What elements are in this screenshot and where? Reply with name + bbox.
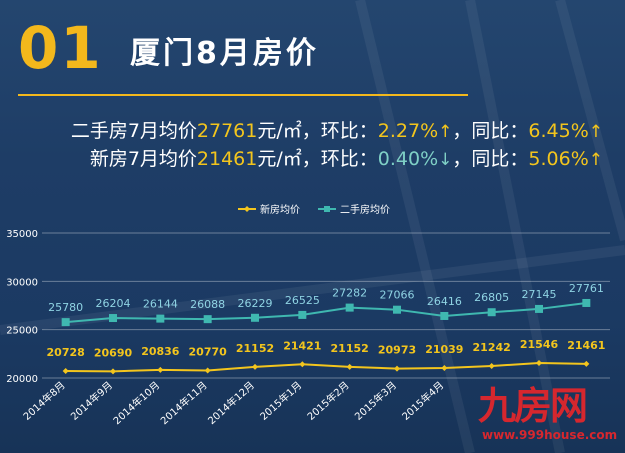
x-tick-label: 2014年8月: [20, 379, 67, 423]
resale-price-point: [109, 314, 117, 323]
new-price-point: [252, 363, 258, 370]
resale-price: 27761: [196, 120, 258, 142]
new-price-point: [536, 360, 542, 367]
resale-price-point: [251, 313, 259, 322]
x-tick-label: 2015年2月: [304, 379, 351, 423]
resale-mom: 2.27%: [377, 120, 439, 142]
legend-label: 二手房均价: [340, 203, 390, 216]
resale-price-data-label: 26525: [285, 294, 320, 307]
y-tick-label: 35000: [6, 229, 38, 240]
watermark: 九房网 www.999house.com: [478, 384, 618, 444]
new-price-data-label: 20690: [94, 346, 133, 359]
resale-price-point: [440, 311, 449, 320]
resale-price-data-label: 26144: [143, 298, 178, 311]
legend-square-marker: [324, 206, 330, 212]
new-yoy-up-arrow-icon: ↑: [588, 150, 603, 170]
new-price-data-label: 21461: [567, 339, 605, 352]
x-tick-label: 2015年3月: [352, 379, 399, 423]
watermark-logo: 九房网: [478, 383, 588, 428]
x-tick-label: 2015年4月: [399, 379, 446, 423]
new-price-point: [441, 364, 448, 371]
resale-price-point: [345, 303, 354, 312]
resale-price-data-label: 25780: [48, 301, 83, 314]
new-price-data-label: 20973: [378, 344, 416, 357]
new-price-point: [346, 363, 353, 370]
resale-price-data-label: 26088: [190, 298, 225, 311]
x-tick-label: 2014年9月: [68, 379, 115, 423]
new-price-point: [157, 366, 164, 373]
new-label: 新房7月均价: [89, 148, 197, 170]
resale-yoy-up-arrow-icon: ↑: [588, 122, 603, 142]
new-price-point: [204, 367, 211, 374]
resale-mom-up-arrow-icon: ↑: [438, 122, 453, 142]
new-price-point: [62, 367, 69, 374]
resale-price-point: [393, 305, 401, 314]
resale-price-data-label: 27761: [569, 282, 604, 295]
resale-price-data-label: 26229: [238, 297, 273, 310]
new-unit: 元/㎡，环比：: [257, 148, 378, 170]
resale-price-point: [298, 310, 307, 319]
resale-price-line: [65, 301, 587, 324]
resale-price-data-label: 26204: [96, 297, 131, 310]
resale-price-point: [61, 318, 70, 327]
new-price-data-label: 20836: [141, 345, 180, 358]
new-price-point: [299, 361, 306, 368]
resale-price-point: [203, 315, 212, 324]
new-price-point: [110, 368, 116, 375]
new-price-data-label: 21421: [283, 339, 321, 352]
page-title: 厦门8月房价: [130, 36, 319, 71]
new-price-data-label: 21152: [331, 342, 369, 355]
resale-unit: 元/㎡，环比：: [257, 120, 378, 142]
resale-price-data-label: 27066: [380, 289, 415, 302]
y-tick-label: 25000: [6, 326, 38, 337]
new-price-line: [65, 362, 587, 373]
legend-diamond-marker: [244, 206, 250, 212]
resale-price-data-label: 26416: [427, 295, 462, 308]
y-tick-label: 20000: [6, 374, 38, 385]
section-number: 01: [18, 14, 103, 82]
price-summary: 二手房7月均价27761元/㎡，环比：2.27%↑，同比：6.45%↑ 新房7月…: [71, 118, 603, 174]
new-price-point: [394, 365, 400, 372]
new-mom: 0.40%: [377, 148, 439, 170]
new-price: 21461: [196, 148, 258, 170]
new-price-data-label: 20770: [189, 346, 228, 359]
resale-summary-line: 二手房7月均价27761元/㎡，环比：2.27%↑，同比：6.45%↑: [71, 118, 603, 146]
watermark-url: www.999house.com: [482, 428, 618, 442]
x-tick-label: 2014年10月: [110, 379, 162, 428]
legend-label: 新房均价: [260, 203, 300, 216]
resale-yoy-label: ，同比：: [452, 120, 529, 142]
new-yoy-label: ，同比：: [452, 148, 529, 170]
resale-price-data-label: 27282: [332, 287, 367, 300]
new-price-data-label: 21242: [473, 341, 511, 354]
resale-price-data-label: 26805: [474, 291, 509, 304]
new-price-data-label: 21039: [425, 343, 463, 356]
resale-price-point: [582, 298, 591, 307]
new-price-point: [583, 360, 590, 367]
resale-price-point: [535, 304, 543, 313]
x-tick-label: 2014年11月: [158, 379, 210, 428]
y-tick-label: 30000: [6, 277, 38, 288]
resale-yoy: 6.45%: [528, 120, 589, 142]
resale-price-point: [487, 308, 496, 317]
x-tick-label: 2015年1月: [257, 379, 304, 423]
new-yoy: 5.06%: [528, 148, 589, 170]
resale-price-data-label: 27145: [522, 288, 557, 301]
new-price-point: [488, 362, 495, 369]
x-tick-label: 2014年12月: [205, 379, 257, 428]
new-price-data-label: 21152: [236, 342, 274, 355]
resale-label: 二手房7月均价: [70, 120, 197, 142]
title-underline: [18, 94, 468, 96]
new-price-data-label: 21546: [520, 338, 559, 351]
new-price-data-label: 20728: [47, 346, 85, 359]
resale-price-point: [156, 314, 165, 323]
new-mom-down-arrow-icon: ↓: [438, 150, 453, 170]
header: 01 厦门8月房价: [0, 0, 625, 100]
new-summary-line: 新房7月均价21461元/㎡，环比：0.40%↓，同比：5.06%↑: [71, 146, 603, 174]
